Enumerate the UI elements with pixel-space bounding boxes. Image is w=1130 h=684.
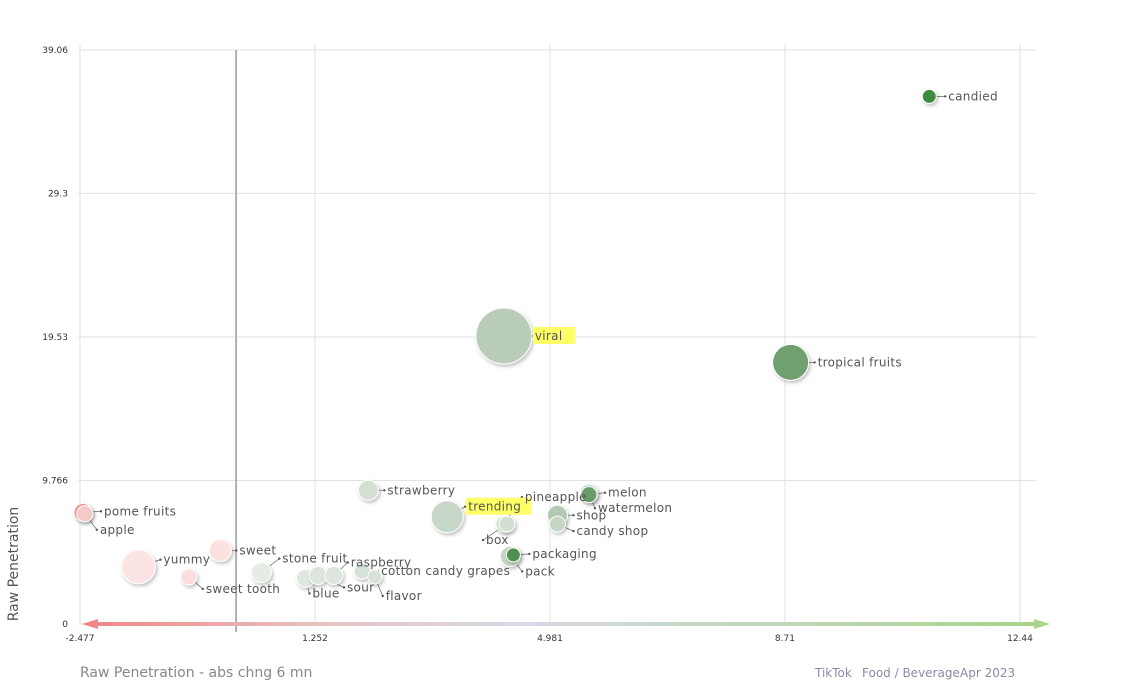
label-sweet-tooth: sweet tooth — [206, 582, 280, 596]
y-tick-label: 39.06 — [42, 46, 68, 56]
connector-dot-watermelon — [593, 507, 597, 510]
connector-dot-sweet — [235, 549, 238, 552]
connector-dot-pome-fruits — [99, 510, 103, 513]
x-tick-label: 8.71 — [775, 634, 795, 644]
connector-dot-yummy — [159, 558, 162, 561]
footer-period: Apr 2023 — [960, 666, 1015, 680]
x-tick-label: -2.477 — [65, 634, 94, 644]
x-tick-label: 12.44 — [1007, 634, 1033, 644]
connector-dot-box — [481, 538, 485, 542]
axes — [82, 619, 1050, 629]
label-blue: blue — [312, 586, 339, 600]
label-shop: shop — [576, 508, 606, 522]
connector-dot-sweet-tooth — [201, 587, 205, 591]
x-tick-label: 4.981 — [537, 634, 563, 644]
connector-dot-strawberry — [383, 489, 386, 492]
label-highlight-trending — [466, 497, 531, 515]
bubble-candy-shop — [548, 515, 566, 533]
connector-dot-candied — [944, 95, 947, 98]
y-tick-label: 29.3 — [48, 189, 68, 199]
label-apple: apple — [100, 523, 135, 537]
bubble-candied — [921, 88, 937, 104]
footer-platform: TikTok — [814, 666, 852, 680]
bubble-sweet-tooth — [180, 568, 198, 586]
bubble-box — [498, 515, 516, 533]
y-tick-label: 9.766 — [42, 476, 68, 486]
bubble-melon — [580, 486, 598, 504]
label-viral: viral — [535, 329, 563, 343]
bubble-yummy — [120, 549, 156, 585]
label-cotton-candy-grapes: cotton candy grapes — [381, 564, 510, 578]
connector-dot-flavor — [381, 594, 384, 598]
bubble-sweet — [208, 539, 232, 563]
bubble-stone-fruit — [250, 562, 272, 584]
label-pome-fruits: pome fruits — [104, 504, 176, 518]
label-sour: sour — [347, 581, 374, 595]
x-axis-arrow — [82, 619, 1050, 629]
label-watermelon: watermelon — [598, 501, 672, 515]
label-flavor: flavor — [386, 589, 422, 603]
label-strawberry: strawberry — [387, 483, 455, 497]
connector-dot-packaging — [528, 552, 531, 556]
label-trending: trending — [468, 500, 521, 514]
y-tick-label: 0 — [62, 620, 68, 630]
bubble-trending — [430, 500, 464, 534]
label-pack: pack — [525, 564, 555, 578]
connector-dot-pineapple — [520, 495, 524, 499]
label-box: box — [486, 533, 509, 547]
y-axis-label: Raw Penetration — [6, 507, 22, 622]
label-raspberry: raspberry — [351, 556, 412, 570]
bubble-tropical-fruits — [772, 343, 810, 381]
label-candied: candied — [948, 89, 998, 103]
label-yummy: yummy — [163, 553, 210, 567]
label-melon: melon — [608, 486, 647, 500]
y-tick-label: 19.53 — [42, 333, 68, 343]
connector-dot-candy-shop — [572, 529, 575, 533]
connector-dot-tropical-fruits — [813, 361, 816, 364]
label-stone-fruit: stone fruit — [282, 552, 347, 566]
connector-dot-sour — [342, 586, 346, 589]
bubble-packaging — [505, 547, 521, 563]
bubble-raspberry — [324, 566, 344, 586]
x-axis-label: Raw Penetration - abs chng 6 mn — [80, 665, 312, 681]
footer-category: Food / Beverage — [862, 666, 960, 680]
bubble-apple — [76, 505, 94, 523]
connector-dot-apple — [95, 528, 99, 531]
label-highlight-viral — [532, 326, 575, 344]
x-tick-label: 1.252 — [302, 634, 328, 644]
label-tropical-fruits: tropical fruits — [818, 355, 902, 369]
label-candy-shop: candy shop — [576, 524, 648, 538]
label-packaging: packaging — [532, 547, 597, 561]
connector-dot-blue — [308, 592, 311, 595]
tick-labels: -2.477 1.252 4.981 8.71 12.44 0 9.766 19.53 29.3… — [42, 46, 1033, 644]
bubbles — [73, 88, 937, 588]
connector-dot-melon — [603, 491, 607, 494]
bubble-strawberry — [357, 479, 379, 501]
connector-dot-trending — [463, 505, 467, 508]
label-pineapple: pineapple — [525, 490, 587, 504]
bubble-labels: candied viral tropical fruits strawberry tre… — [100, 89, 998, 603]
connector-dot-pack — [521, 570, 524, 573]
label-sweet: sweet — [239, 544, 276, 558]
bubble-flavor — [367, 569, 383, 585]
connector-dot-shop — [572, 514, 575, 517]
connector-dot-stone-fruit — [278, 557, 281, 560]
connector-dot-raspberry — [346, 561, 349, 564]
bubble-viral — [475, 307, 533, 365]
